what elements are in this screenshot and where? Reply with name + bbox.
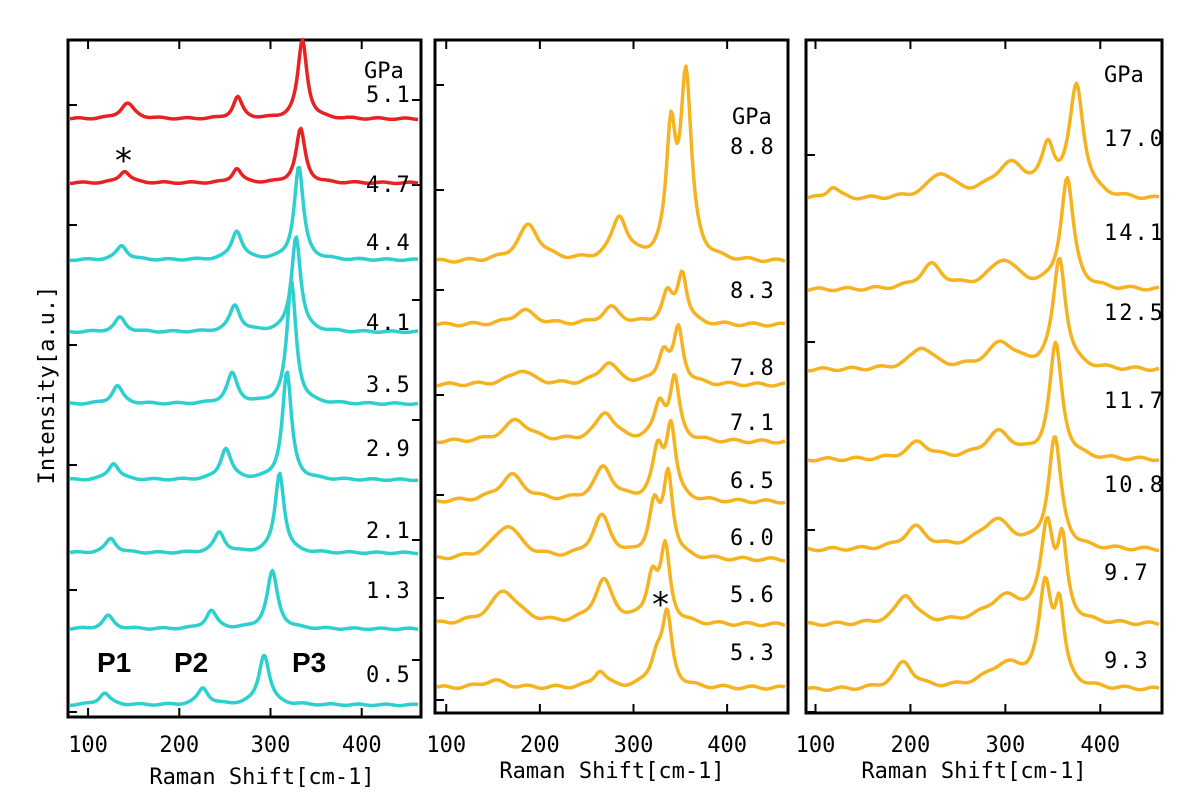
x-tick-label: 100 bbox=[68, 733, 108, 758]
spectrum-line-11.7 bbox=[807, 340, 1160, 463]
x-tick-label: 200 bbox=[159, 733, 199, 758]
panel-2: 100 200 300 400 5.3 5.6 6.0 6.5 7.1 7.8 8.3 8.8 bbox=[426, 40, 786, 758]
pressure-label: 11.7 bbox=[1104, 389, 1165, 414]
spectrum-line-5.1 bbox=[69, 37, 419, 122]
x-tick-label: 300 bbox=[614, 733, 654, 758]
spectrum-line-6.5 bbox=[436, 418, 786, 505]
spectrum-line-4.4 bbox=[69, 165, 419, 263]
spectrum-line-4.1 bbox=[69, 235, 419, 335]
pressure-label: 4.7 bbox=[366, 173, 412, 198]
spectrum-line-4.7 bbox=[69, 126, 419, 186]
spectrum-line-17.0 bbox=[807, 81, 1160, 201]
panel-3: 100 200 300 400 9.3 9.7 10.8 11.7 12.5 14.1 17.0 bbox=[796, 40, 1165, 758]
pressure-label: 10.8 bbox=[1104, 473, 1165, 498]
pressure-label: 9.7 bbox=[1104, 561, 1150, 586]
y-axis-title: Intensity[a.u.] bbox=[35, 286, 60, 485]
pressure-label: 8.3 bbox=[730, 279, 776, 304]
pressure-label: 5.3 bbox=[730, 641, 776, 666]
spectrum-line-9.7 bbox=[807, 515, 1160, 628]
pressure-label: 17.0 bbox=[1104, 127, 1165, 152]
x-tick-label: 200 bbox=[891, 733, 931, 758]
pressure-label: 12.5 bbox=[1104, 301, 1165, 326]
x-tick-label: 400 bbox=[342, 733, 382, 758]
spectrum-line-5.6 bbox=[436, 538, 786, 628]
pressure-label: 9.3 bbox=[1104, 649, 1150, 674]
asterisk-panel-2: * bbox=[652, 585, 669, 625]
panel-2-frame bbox=[433, 38, 790, 715]
pressure-label: 7.8 bbox=[730, 356, 776, 381]
spectrum-line-7.8 bbox=[436, 323, 786, 388]
asterisk-panel-1: * bbox=[115, 141, 132, 181]
peak-label-p1: P1 bbox=[97, 647, 131, 678]
panel-3-unit-label: GPa bbox=[1104, 63, 1144, 88]
spectrum-line-3.5 bbox=[69, 280, 419, 407]
x-tick-label: 400 bbox=[707, 733, 747, 758]
x-tick-label: 400 bbox=[1080, 733, 1120, 758]
peak-label-p3: P3 bbox=[292, 647, 326, 678]
pressure-label: 7.1 bbox=[730, 411, 776, 436]
panel-1: 100 200 300 400 0.5 1.3 2.1 2.9 3.5 4.1 4.4 4.7 5.1 bbox=[68, 37, 421, 758]
panel-3-frame bbox=[804, 38, 1164, 715]
pressure-label: 4.4 bbox=[366, 231, 412, 256]
pressure-label: 2.1 bbox=[366, 519, 412, 544]
spectrum-line-1.3 bbox=[69, 568, 419, 632]
pressure-label: 2.9 bbox=[366, 437, 412, 462]
spectrum-line-14.1 bbox=[807, 175, 1160, 293]
panel-2-x-axis-title: Raman Shift[cm-1] bbox=[499, 759, 724, 784]
pressure-label: 5.1 bbox=[366, 83, 412, 108]
panel-1-x-axis-title: Raman Shift[cm-1] bbox=[149, 765, 374, 790]
panel-2-unit-label: GPa bbox=[732, 105, 772, 130]
pressure-label: 5.6 bbox=[730, 583, 776, 608]
spectrum-line-2.9 bbox=[69, 370, 419, 483]
peak-label-p2: P2 bbox=[174, 647, 208, 678]
pressure-label: 14.1 bbox=[1104, 221, 1165, 246]
spectrum-line-12.5 bbox=[807, 256, 1160, 373]
spectrum-line-8.8 bbox=[436, 64, 786, 264]
x-tick-label: 100 bbox=[426, 733, 466, 758]
panel-1-frame bbox=[66, 38, 423, 719]
pressure-label: 0.5 bbox=[366, 663, 412, 688]
pressure-label: 6.5 bbox=[730, 469, 776, 494]
spectrum-line-10.8 bbox=[807, 435, 1160, 553]
pressure-label: 6.0 bbox=[730, 526, 776, 551]
spectrum-line-8.3 bbox=[436, 269, 786, 328]
spectrum-line-2.1 bbox=[69, 471, 419, 556]
spectrum-line-7.1 bbox=[436, 373, 786, 445]
panel-3-x-axis-title: Raman Shift[cm-1] bbox=[861, 759, 1086, 784]
pressure-label: 3.5 bbox=[366, 373, 412, 398]
pressure-label: 1.3 bbox=[366, 579, 412, 604]
x-tick-label: 300 bbox=[251, 733, 291, 758]
pressure-label: 4.1 bbox=[366, 311, 412, 336]
x-tick-label: 100 bbox=[796, 733, 836, 758]
x-tick-label: 300 bbox=[985, 733, 1025, 758]
spectrum-line-0.5 bbox=[69, 653, 419, 708]
x-tick-label: 200 bbox=[520, 733, 560, 758]
spectrum-line-6.0 bbox=[436, 466, 786, 563]
pressure-label: 8.8 bbox=[730, 135, 776, 160]
spectrum-line-9.3 bbox=[807, 575, 1160, 693]
panel-1-unit-label: GPa bbox=[364, 59, 404, 84]
spectrum-line-5.3 bbox=[436, 607, 786, 691]
